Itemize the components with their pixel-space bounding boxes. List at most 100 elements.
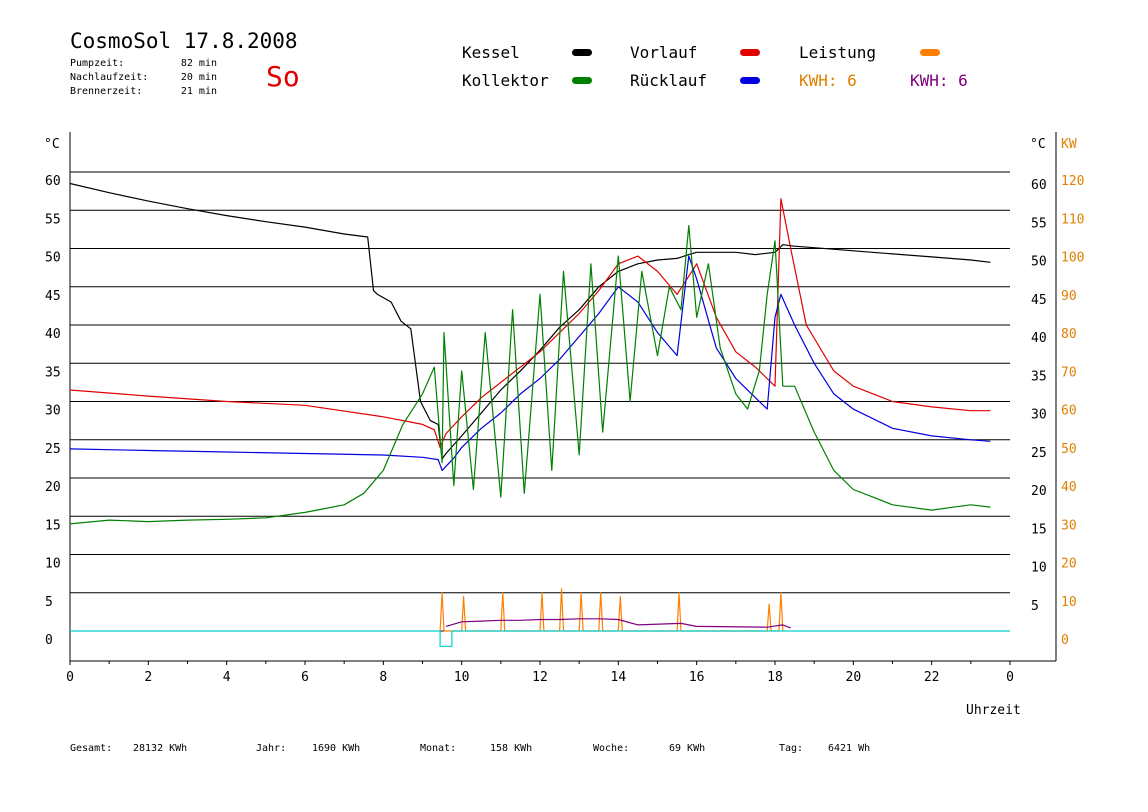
y-tick-label-right: 35 [1031, 369, 1047, 384]
y-tick-label-right: 20 [1031, 484, 1047, 499]
legend-kessel-swatch [572, 49, 592, 56]
legend-leistung-swatch [920, 49, 940, 56]
legend-kollektor-label: Kollektor [462, 71, 549, 90]
info-nachlauf: Nachlaufzeit: 20 min [70, 71, 217, 85]
y2-axis-unit: KW [1061, 137, 1077, 152]
y2-tick-label: 20 [1061, 557, 1077, 572]
legend-ruecklauf-swatch [740, 77, 760, 84]
woche-label: Woche: [593, 743, 630, 754]
y2-tick-label: 50 [1061, 442, 1077, 457]
x-tick-label: 14 [611, 670, 627, 685]
x-tick-label: 6 [301, 670, 309, 685]
pump-value: 82 min [180, 58, 217, 69]
gesamt-label: Gesamt: [70, 743, 113, 754]
legend-kessel-label: Kessel [462, 43, 520, 62]
y-tick-label-left: 30 [45, 404, 61, 419]
legend-kollektor-swatch [572, 77, 592, 84]
y2-tick-label: 70 [1061, 365, 1077, 380]
info-brenner: Brennerzeit: 21 min [70, 85, 217, 99]
pump-label: Pumpzeit: [70, 58, 125, 69]
y-axis-unit-left: °C [44, 137, 60, 152]
gesamt-value: 28132 KWh [133, 743, 188, 754]
x-tick-label: 8 [379, 670, 387, 685]
series-leistung-line [439, 588, 784, 632]
y2-tick-label: 60 [1061, 404, 1077, 419]
y-tick-label-left: 40 [45, 327, 61, 342]
info-pump: Pumpzeit: 82 min [70, 57, 217, 71]
series-brenner-line [70, 630, 1010, 647]
y-tick-label-right: 5 [1031, 599, 1039, 614]
y2-tick-label: 100 [1061, 251, 1084, 266]
weekday-label: So [266, 60, 300, 93]
series-vorlauf-line [69, 198, 991, 448]
x-tick-label: 22 [924, 670, 940, 685]
y-tick-label-left: 60 [45, 174, 61, 189]
x-tick-label: 20 [846, 670, 862, 685]
legend-kwh-purple: KWH: 6 [910, 71, 968, 90]
y-tick-label-left: 15 [45, 518, 61, 533]
y2-tick-label: 90 [1061, 289, 1077, 304]
y2-tick-label: 0 [1061, 633, 1069, 648]
y-tick-label-left: 50 [45, 251, 61, 266]
y-axis-unit-right: °C [1030, 137, 1046, 152]
series-kessel-line [69, 182, 991, 460]
nachlauf-label: Nachlaufzeit: [70, 72, 149, 83]
y2-tick-label: 120 [1061, 174, 1084, 189]
y2-tick-label: 80 [1061, 327, 1077, 342]
y-tick-label-right: 40 [1031, 331, 1047, 346]
series-lines [69, 182, 1010, 647]
y-tick-label-left: 25 [45, 442, 61, 457]
y-tick-label-right: 45 [1031, 293, 1047, 308]
y-tick-label-right: 30 [1031, 408, 1047, 423]
y-tick-label-left: 20 [45, 480, 61, 495]
y-tick-label-right: 55 [1031, 216, 1047, 231]
legend-leistung-label: Leistung [799, 43, 877, 62]
axes [69, 132, 1057, 665]
x-tick-label: 0 [1006, 670, 1014, 685]
y-tick-label-right: 50 [1031, 255, 1047, 270]
brenner-value: 21 min [180, 86, 217, 97]
tag-value: 6421 Wh [828, 743, 871, 754]
legend-ruecklauf-label: Rücklauf [630, 71, 708, 90]
woche-value: 69 KWh [669, 743, 706, 754]
y-tick-label-right: 60 [1031, 178, 1047, 193]
x-tick-label: 4 [223, 670, 231, 685]
legend-kwh-orange: KWH: 6 [799, 71, 857, 90]
series-kollektor-line [69, 224, 991, 525]
y-tick-label-left: 10 [45, 557, 61, 572]
y-tick-label-left: 55 [45, 212, 61, 227]
x-tick-label: 16 [689, 670, 705, 685]
y-tick-label-left: 45 [45, 289, 61, 304]
legend-vorlauf-label: Vorlauf [630, 43, 698, 62]
nachlauf-value: 20 min [180, 72, 217, 83]
x-tick-label: 18 [767, 670, 783, 685]
x-tick-label: 0 [66, 670, 74, 685]
x-axis-label: Uhrzeit [966, 703, 1021, 718]
y-tick-label-right: 10 [1031, 561, 1047, 576]
tick-labels: 0 2 4 6 8 10 12 14 16 18 20 22 005101520253035404550… [45, 174, 1084, 685]
x-tick-label: 10 [454, 670, 470, 685]
x-tick-label: 12 [532, 670, 548, 685]
tag-label: Tag: [779, 743, 804, 754]
y-tick-label-right: 25 [1031, 446, 1047, 461]
brenner-label: Brennerzeit: [70, 86, 143, 97]
monat-value: 158 KWh [490, 743, 533, 754]
y2-tick-label: 10 [1061, 595, 1077, 610]
y-tick-label-left: 5 [45, 595, 53, 610]
grid-lines [70, 171, 1010, 632]
y-tick-label-right: 15 [1031, 522, 1047, 537]
series-rcklauf-line [69, 255, 991, 471]
y-tick-label-left: 0 [45, 633, 53, 648]
chart-title: CosmoSol 17.8.2008 [70, 29, 298, 53]
jahr-label: Jahr: [256, 743, 287, 754]
monat-label: Monat: [420, 743, 457, 754]
y-tick-label-left: 35 [45, 365, 61, 380]
legend-vorlauf-swatch [740, 49, 760, 56]
series-kwh-line [445, 618, 791, 629]
y2-tick-label: 110 [1061, 212, 1084, 227]
x-tick-label: 2 [144, 670, 152, 685]
y2-tick-label: 30 [1061, 518, 1077, 533]
jahr-value: 1690 KWh [312, 743, 361, 754]
y2-tick-label: 40 [1061, 480, 1077, 495]
